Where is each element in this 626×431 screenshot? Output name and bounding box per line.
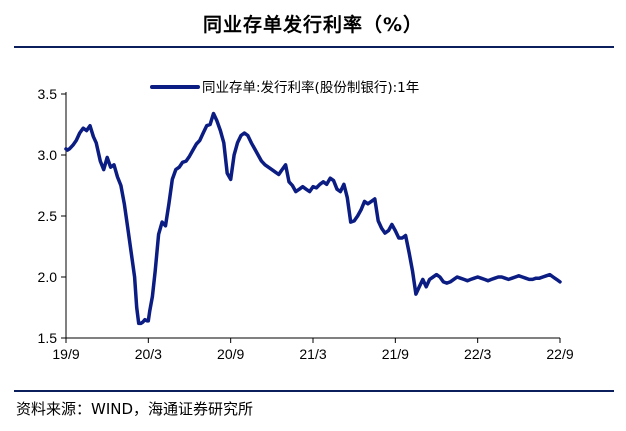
title-divider [14,46,614,48]
series-line [64,111,562,326]
x-tick-label: 21/9 [382,346,409,362]
x-tick-label: 22/3 [464,346,491,362]
y-tick-label: 3.0 [38,147,58,163]
y-tick-label: 2.5 [38,208,58,224]
x-tick-label: 20/9 [217,346,244,362]
y-tick-label: 1.5 [38,330,58,346]
x-tick-label: 21/3 [299,346,326,362]
x-tick-label: 22/9 [546,346,573,362]
x-tick-label: 20/3 [135,346,162,362]
y-tick-label: 2.0 [38,269,58,285]
source-divider [14,390,614,392]
y-tick-label: 3.5 [38,86,58,102]
legend-label: 同业存单:发行利率(股份制银行):1年 [202,79,419,96]
chart-title: 同业存单发行利率（%） [202,14,424,36]
source-note: 资料来源：WIND，海通证券研究所 [16,400,254,418]
x-tick-label: 19/9 [52,346,79,362]
